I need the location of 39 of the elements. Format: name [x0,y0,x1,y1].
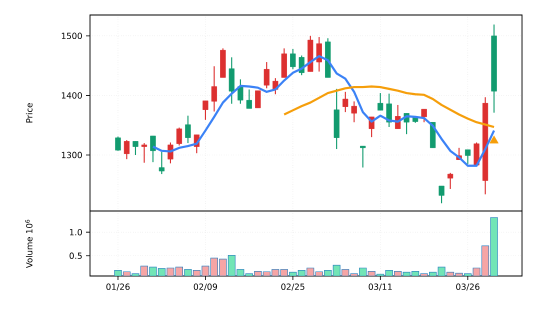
candlestick [246,88,252,110]
x-tick-label: 01/26 [106,284,130,291]
candlestick [438,185,444,204]
candlestick [238,78,244,104]
y-tick-label: 0.5 [70,252,82,259]
candlestick [185,115,191,144]
candlestick [255,90,261,108]
candlestick [150,135,156,163]
candlestick [176,127,182,146]
candlestick [211,66,218,112]
candlestick [421,108,427,123]
candlestick [447,172,454,190]
y-tick-label: 1300 [62,152,82,158]
candlestick [378,92,384,111]
candlestick [360,146,366,168]
y-tick-label: 1500 [62,32,82,40]
candlestick [132,140,138,156]
candlestick [141,142,148,164]
candlestick [202,100,208,120]
candlestick [115,136,121,152]
x-tick-label: 03/11 [368,284,392,291]
candlestick [290,48,296,70]
candlestick [342,91,348,113]
candlestick [281,48,287,78]
candlestick [158,151,165,175]
candlestick [124,140,130,160]
y-tick-label: 1400 [62,92,82,99]
y-axis-title: Volume 10$^{6}$ [25,220,32,268]
candlestick [386,93,392,128]
candlestick [264,62,270,89]
x-tick-label: 03/26 [456,284,480,291]
y-axis-title: Price [26,103,32,122]
candlestick [228,56,234,104]
candlestick [316,36,322,72]
x-tick-label: 02/25 [281,284,304,291]
x-tick-label: 02/09 [194,284,218,291]
candlestick [351,100,357,123]
y-tick-label: 1.0 [70,228,82,236]
candlestick [464,149,471,164]
